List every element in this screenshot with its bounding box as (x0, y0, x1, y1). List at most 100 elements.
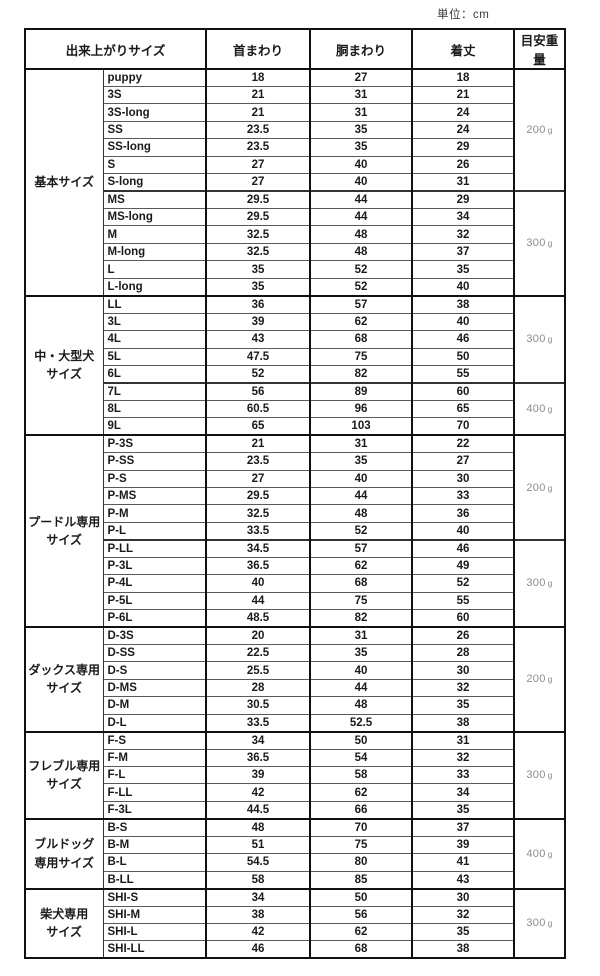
length-cell: 28 (411, 643, 516, 663)
size-name-cell: 3S-long (102, 103, 208, 122)
weight-unit: g (547, 125, 553, 136)
table-row: B-L 54.5 80 41 (25, 853, 565, 872)
size-name-cell: SHI-L (102, 922, 208, 942)
girth-cell: 44 (309, 486, 414, 506)
girth-cell: 82 (309, 609, 414, 628)
girth-cell: 35 (309, 120, 414, 140)
weight-value: 300 (526, 917, 546, 930)
neck-cell: 33.5 (205, 713, 312, 733)
weight-cell: 300 g (513, 538, 567, 628)
size-name-cell: F-LL (102, 783, 208, 802)
table-row: D-SS 22.5 35 28 (25, 643, 565, 663)
girth-cell: 68 (309, 574, 414, 593)
size-name-cell: SHI-S (102, 887, 208, 907)
size-name-cell: 3L (102, 312, 208, 332)
size-name-cell: F-M (102, 748, 208, 768)
weight-unit: g (547, 918, 553, 929)
header-girth: 胴まわり (309, 28, 414, 70)
girth-cell: 103 (309, 417, 414, 436)
neck-cell: 23.5 (205, 120, 312, 140)
weight-value: 300 (526, 237, 546, 250)
table-row: 基本サイズ puppy 18 27 18 200 g (24, 67, 567, 297)
length-cell: 38 (411, 940, 516, 959)
size-name-cell: L-long (102, 277, 208, 297)
size-group-label: プードル専用 サイズ (24, 434, 104, 628)
table-row: P-6L 48.5 82 60 (25, 609, 565, 628)
girth-cell: 68 (309, 330, 414, 349)
table-row: SS 23.5 35 24 (25, 120, 565, 140)
weight-unit: g (547, 238, 553, 249)
size-name-cell: P-3S (102, 434, 208, 454)
weight-value: 300 (526, 769, 546, 782)
girth-cell: 40 (309, 155, 414, 175)
weight-cell: 300 g (513, 294, 567, 384)
neck-cell: 28 (205, 678, 312, 698)
size-name-cell: 5L (102, 347, 208, 366)
girth-cell: 56 (309, 905, 414, 924)
header-weight: 目安重量 (513, 28, 567, 70)
length-cell: 52 (411, 574, 516, 593)
length-cell: 24 (411, 120, 516, 140)
length-cell: 21 (411, 85, 516, 105)
size-name-cell: M-long (102, 242, 208, 262)
size-name-cell: B-L (102, 853, 208, 872)
girth-cell: 27 (309, 67, 414, 87)
girth-cell: 57 (309, 538, 414, 558)
length-cell: 41 (411, 853, 516, 872)
size-name-cell: P-4L (102, 574, 208, 593)
table-row: P-LL 34.5 57 46 300 g (25, 538, 567, 628)
neck-cell: 42 (205, 783, 312, 802)
size-name-cell: P-L (102, 521, 208, 541)
girth-cell: 44 (309, 207, 414, 227)
size-name-cell: P-SS (102, 452, 208, 471)
header-row: 出来上がりサイズ 首まわり 胴まわり 着丈 目安重量 (23, 28, 567, 70)
neck-cell: 44 (205, 591, 312, 611)
girth-cell: 75 (309, 835, 414, 855)
weight-value: 200 (526, 124, 546, 137)
size-name-cell: LL (102, 294, 208, 314)
length-cell: 32 (411, 225, 516, 244)
table-row: SS-long 23.5 35 29 (25, 138, 565, 157)
table-row: SHI-M 38 56 32 (25, 905, 565, 924)
size-name-cell: P-M (102, 504, 208, 523)
girth-cell: 70 (309, 817, 414, 837)
size-name-cell: P-LL (102, 538, 208, 558)
weight-value: 200 (526, 673, 546, 686)
girth-cell: 62 (309, 556, 414, 576)
length-cell: 40 (411, 277, 516, 297)
table-row: F-L 39 58 33 (25, 765, 565, 785)
girth-cell: 48 (309, 504, 414, 523)
neck-cell: 36 (205, 294, 312, 314)
length-cell: 29 (411, 190, 516, 210)
table-row: D-L 33.5 52.5 38 (25, 713, 565, 733)
size-name-cell: P-S (102, 469, 208, 489)
neck-cell: 40 (205, 574, 312, 593)
weight-cell: 200 g (513, 434, 567, 541)
girth-cell: 40 (309, 661, 414, 680)
size-name-cell: F-S (102, 730, 208, 750)
weight-value: 400 (526, 847, 546, 860)
table-row: ブルドッグ 専用サイズ B-S 48 70 37 400 g (24, 817, 567, 890)
table-row: B-M 51 75 39 (25, 835, 565, 855)
size-name-cell: puppy (102, 67, 208, 87)
size-name-cell: SHI-M (102, 905, 208, 924)
length-cell: 34 (411, 207, 516, 227)
girth-cell: 35 (309, 138, 414, 157)
size-chart-table: 出来上がりサイズ 首まわり 胴まわり 着丈 目安重量 基本サイズ puppy 18 2… (23, 28, 567, 960)
neck-cell: 54.5 (205, 853, 312, 872)
neck-cell: 56 (205, 381, 312, 401)
neck-cell: 29.5 (205, 190, 312, 210)
length-cell: 46 (411, 538, 516, 558)
length-cell: 46 (411, 330, 516, 349)
length-cell: 22 (411, 434, 516, 454)
size-name-cell: SS-long (102, 138, 208, 157)
neck-cell: 25.5 (205, 661, 312, 680)
weight-cell: 400 g (513, 381, 567, 436)
table-row: 5L 47.5 75 50 (25, 347, 565, 366)
weight-cell: 400 g (513, 817, 567, 890)
weight-value: 200 (526, 481, 546, 494)
neck-cell: 33.5 (205, 521, 312, 541)
neck-cell: 32.5 (205, 242, 312, 262)
size-name-cell: B-M (102, 835, 208, 855)
table-row: S-long 27 40 31 (25, 173, 565, 192)
